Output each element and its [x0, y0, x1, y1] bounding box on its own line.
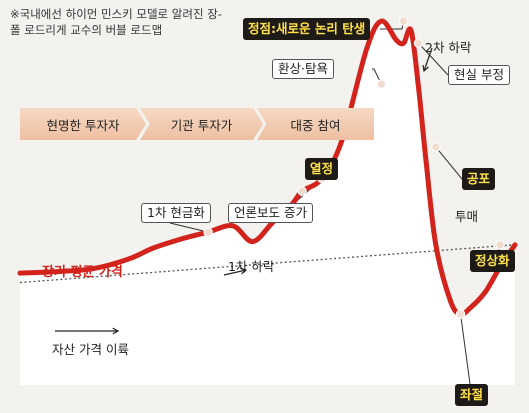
label-normalize: 정상화 — [470, 250, 515, 272]
phase-wise-investor: 현명한 투자자 — [20, 108, 146, 140]
label-media-boost: 언론보도 증가 — [228, 203, 313, 223]
label-fear: 공포 — [462, 168, 496, 190]
arrow-line — [423, 47, 433, 72]
phase-institutional: 기관 투자가 — [140, 108, 263, 140]
label-drop-1: 1차 하락 — [228, 259, 275, 274]
leader-line — [169, 222, 209, 233]
arrow-head — [112, 327, 120, 335]
label-drop-2: 2차 하락 — [425, 40, 472, 55]
arrows — [55, 47, 433, 335]
baseline-area — [20, 20, 515, 385]
leader-line — [372, 68, 382, 85]
price-curve — [17, 18, 518, 317]
label-peak: 정점:새로운 논리 탄생 — [243, 18, 371, 40]
milestone-dots — [203, 16, 505, 319]
footnote: ※국내에선 하이먼 민스키 모델로 알려진 장-폴 로드리게 교수의 버블 로드… — [10, 7, 222, 37]
arrow-head — [240, 267, 248, 275]
label-long-average: 장기 평균 가격 — [42, 265, 123, 280]
arrow-line — [223, 269, 247, 276]
milestone-dot — [455, 309, 466, 319]
milestone-dot — [203, 227, 213, 237]
leader-line — [435, 146, 463, 180]
label-dumping: 투매 — [455, 209, 479, 224]
label-greed-delusion: 환상·탐욕 — [272, 59, 334, 79]
arrow-head — [422, 64, 429, 73]
milestone-dot — [413, 38, 424, 48]
label-frenzy: 열정 — [305, 158, 339, 180]
milestone-dot — [495, 240, 505, 250]
label-denial: 현실 부정 — [448, 65, 510, 85]
leader-line — [418, 42, 449, 76]
leader-line — [460, 313, 471, 385]
milestone-dot — [297, 186, 307, 196]
phase-public: 대중 참여 — [257, 108, 374, 140]
milestone-dot — [376, 79, 387, 89]
milestone-dot — [398, 16, 409, 26]
milestone-dot — [431, 142, 441, 152]
label-cash-out-1: 1차 현금화 — [141, 203, 211, 223]
label-wealth-transfer: 자산 가격 이륙 — [52, 342, 129, 357]
long-average-line — [19, 244, 516, 284]
label-despair: 좌절 — [455, 384, 489, 406]
